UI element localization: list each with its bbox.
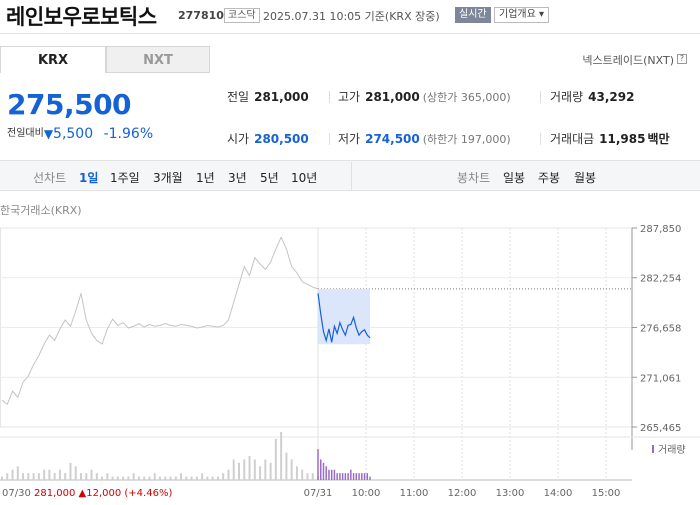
nxt-link[interactable]: 넥스트레이드(NXT) bbox=[582, 54, 674, 67]
volume-legend-swatch bbox=[652, 445, 654, 453]
period-10y[interactable]: 10년 bbox=[291, 171, 318, 185]
quote-high: 고가 281,000 (상한가 365,000) bbox=[338, 90, 511, 104]
period-daily[interactable]: 일봉 bbox=[503, 171, 526, 185]
change-label: 전일대비 bbox=[7, 128, 44, 139]
stock-code: 277810 bbox=[178, 9, 224, 22]
series-line-prev-day bbox=[1, 236, 319, 406]
period-monthly[interactable]: 월봉 bbox=[574, 171, 597, 185]
volume-legend-label: 거래량 bbox=[658, 444, 686, 456]
period-1y[interactable]: 1년 bbox=[196, 171, 215, 185]
period-weekly[interactable]: 주봉 bbox=[538, 171, 561, 185]
stock-name: 레인보우로보틱스 bbox=[6, 5, 157, 29]
series-line-today bbox=[317, 293, 371, 343]
change-percent: -1.96% bbox=[103, 126, 154, 142]
quote-open: 시가 280,500 bbox=[227, 132, 309, 146]
y-tick-label: 276,658 bbox=[640, 323, 681, 334]
chart-period-bar: 선차트 1일 1주일 3개월 1년 3년 5년 10년 봉차트 일봉 주봉 월봉 bbox=[0, 160, 700, 191]
stock-header: 레인보우로보틱스 277810 코스닥 2025.07.31 10:05 기준(… bbox=[0, 0, 700, 34]
y-tick-label: 282,254 bbox=[640, 274, 681, 285]
line-chart-label: 선차트 bbox=[33, 171, 67, 185]
x-tick-label: 10:00 bbox=[352, 488, 381, 499]
tab-nxt[interactable]: NXT bbox=[106, 46, 210, 73]
period-5y[interactable]: 5년 bbox=[260, 171, 279, 185]
period-1d[interactable]: 1일 bbox=[79, 171, 99, 185]
quote-amount: 거래대금 11,985 백만 bbox=[550, 132, 670, 146]
market-badge: 코스닥 bbox=[224, 8, 260, 23]
x-tick-label: 11:00 bbox=[400, 488, 429, 499]
period-3y[interactable]: 3년 bbox=[228, 171, 247, 185]
x-tick-label: 13:00 bbox=[496, 488, 525, 499]
quote-prev: 전일 281,000 bbox=[227, 90, 309, 104]
y-tick-label: 265,465 bbox=[640, 423, 681, 434]
tab-krx[interactable]: KRX bbox=[0, 46, 106, 73]
quote-time: 2025.07.31 10:05 기준(KRX 장중) bbox=[263, 10, 440, 23]
change-amount: 5,500 bbox=[53, 126, 94, 142]
help-icon[interactable]: ? bbox=[677, 54, 687, 64]
quote-low: 저가 274,500 (하한가 197,000) bbox=[338, 132, 511, 146]
y-tick-label: 287,850 bbox=[640, 224, 681, 235]
price-change: 전일대비▼5,500 -1.96% bbox=[7, 124, 153, 142]
period-1w[interactable]: 1주일 bbox=[110, 171, 140, 185]
company-info-dropdown[interactable]: 기업개요 ▾ bbox=[494, 7, 549, 23]
current-price: 275,500 bbox=[7, 88, 132, 121]
chart-source: 한국거래소(KRX) bbox=[0, 204, 82, 217]
candle-chart-label: 봉차트 bbox=[457, 171, 491, 185]
x-tick-label: 14:00 bbox=[544, 488, 573, 499]
down-triangle-icon: ▼ bbox=[43, 127, 54, 141]
x-tick-label: 07/31 bbox=[304, 488, 333, 499]
quote-volume: 거래량 43,292 bbox=[550, 90, 635, 104]
today-range-area bbox=[318, 288, 370, 345]
y-tick-label: 271,061 bbox=[640, 373, 681, 384]
x-tick-label: 15:00 bbox=[592, 488, 621, 499]
realtime-button[interactable]: 실시간 bbox=[455, 7, 491, 23]
prev-day-summary: 07/30 281,000 ▲12,000 (+4.46%) bbox=[2, 488, 172, 499]
x-tick-label: 12:00 bbox=[448, 488, 477, 499]
period-3m[interactable]: 3개월 bbox=[153, 171, 183, 185]
